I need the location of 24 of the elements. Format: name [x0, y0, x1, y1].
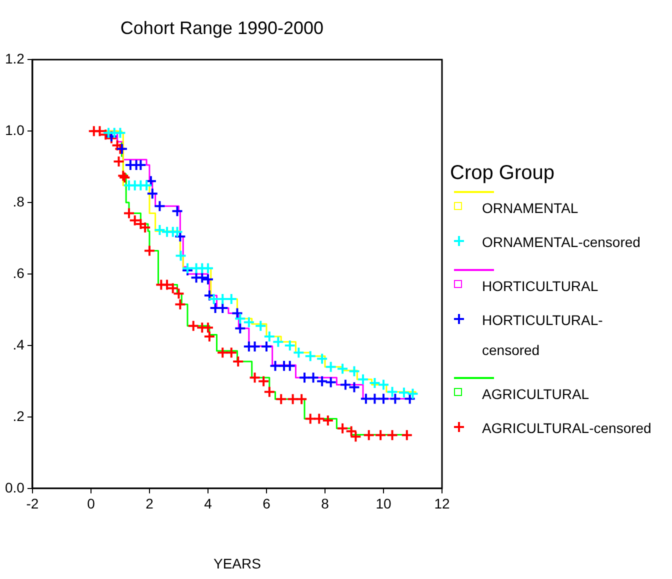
legend-label: AGRICULTURAL-censored [482, 419, 652, 438]
legend-label: ORNAMENTAL-censored [482, 233, 640, 252]
legend-title: Crop Group [450, 162, 556, 185]
y-tick-label: .4 [12, 336, 25, 352]
chart-title: Cohort Range 1990-2000 [120, 18, 324, 38]
y-tick-label: 0.0 [4, 479, 25, 496]
x-tick-label: 6 [262, 496, 271, 512]
x-tick-label: -2 [26, 496, 39, 512]
x-tick-label: 8 [321, 496, 330, 512]
x-tick-label: 12 [434, 496, 450, 512]
x-tick-label: 4 [204, 496, 212, 512]
x-tick-label: 0 [87, 496, 96, 512]
legend-label: HORTICULTURAL [482, 277, 598, 296]
y-tick-label: 1.0 [4, 122, 25, 138]
y-tick-label: 1.2 [4, 50, 25, 66]
y-tick-label: .6 [12, 264, 25, 281]
x-tick-label: 10 [376, 496, 392, 512]
legend-label: AGRICULTURAL [482, 385, 590, 404]
legend-label: HORTICULTURAL-censored [482, 311, 604, 360]
x-axis-title: YEARS [213, 555, 261, 572]
legend-label: ORNAMENTAL [482, 199, 578, 218]
y-tick-label: .2 [12, 408, 25, 424]
y-tick-label: .8 [12, 193, 25, 210]
x-tick-label: 2 [146, 496, 154, 512]
